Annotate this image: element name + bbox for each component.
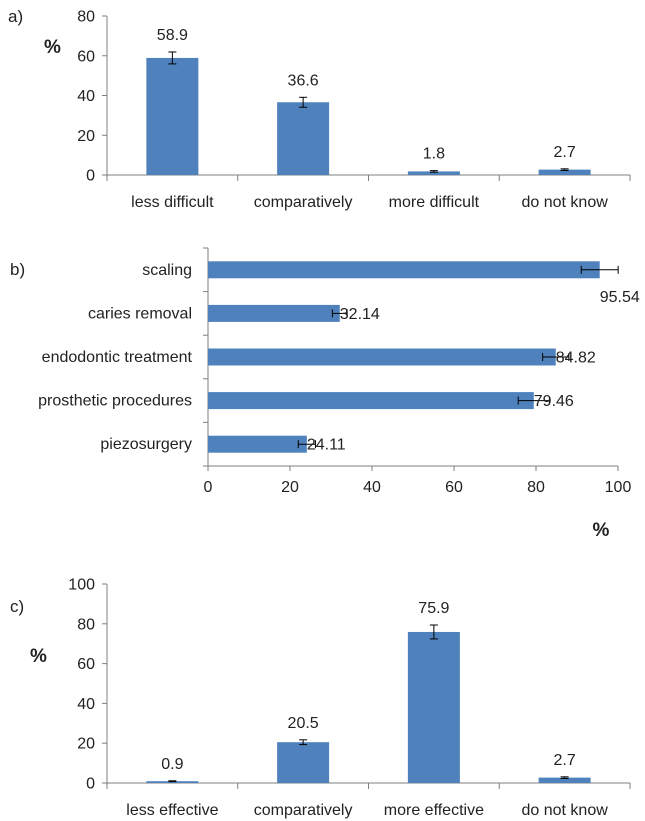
data-label: 24.11 (307, 437, 346, 454)
data-label: 58.9 (157, 27, 188, 44)
data-label: 95.54 (600, 289, 640, 306)
bar (407, 631, 460, 783)
category-label: do not know (521, 802, 608, 819)
bar (277, 102, 330, 175)
panel-label: c) (10, 597, 24, 616)
data-label: 75.9 (418, 600, 449, 617)
y-tick-label: 20 (77, 128, 95, 145)
category-label: more effective (384, 802, 484, 819)
y-tick-label: 0 (86, 168, 95, 185)
x-tick-label: 100 (605, 479, 632, 496)
y-tick-label: 60 (77, 656, 95, 673)
bar (208, 435, 307, 453)
bar (146, 57, 199, 175)
bar (277, 742, 330, 783)
bar (538, 777, 591, 783)
category-label: less effective (126, 802, 218, 819)
bar (208, 261, 600, 279)
y-tick-label: 100 (68, 577, 95, 594)
bar (208, 304, 340, 322)
data-label: 0.9 (161, 756, 183, 773)
x-tick-label: 20 (281, 479, 299, 496)
category-label: piezosurgery (100, 436, 192, 453)
category-label: less difficult (131, 194, 214, 211)
bar (208, 348, 556, 366)
y-tick-label: 0 (86, 776, 95, 793)
data-label: 32.14 (340, 306, 380, 323)
category-label: endodontic treatment (42, 349, 193, 366)
category-label: prosthetic procedures (38, 393, 192, 410)
data-label: 36.6 (288, 72, 319, 89)
x-tick-label: 0 (204, 479, 213, 496)
category-label: caries removal (88, 305, 192, 322)
y-tick-label: 60 (77, 48, 95, 65)
y-tick-label: 20 (77, 736, 95, 753)
bar (208, 392, 534, 410)
x-tick-label: 60 (445, 479, 463, 496)
category-label: comparatively (254, 194, 353, 211)
data-label: 20.5 (288, 715, 319, 732)
y-tick-label: 80 (77, 9, 95, 26)
category-label: do not know (521, 194, 608, 211)
y-tick-label: 40 (77, 88, 95, 105)
y-tick-label: 40 (77, 696, 95, 713)
category-label: scaling (142, 262, 192, 279)
y-tick-label: 80 (77, 616, 95, 633)
x-axis-unit: % (593, 520, 610, 541)
y-axis-unit: % (30, 646, 47, 667)
bar (407, 171, 460, 175)
x-tick-label: 40 (363, 479, 381, 496)
data-label: 84.82 (556, 350, 596, 367)
panel-label: a) (8, 7, 23, 26)
y-axis-unit: % (44, 37, 61, 58)
data-label: 1.8 (423, 146, 445, 163)
panel-label: b) (10, 260, 25, 279)
data-label: 2.7 (554, 144, 576, 161)
category-label: more difficult (389, 194, 480, 211)
data-label: 2.7 (554, 752, 576, 769)
category-label: comparatively (254, 802, 353, 819)
x-tick-label: 80 (527, 479, 545, 496)
bar (538, 169, 591, 175)
data-label: 79.46 (534, 393, 574, 410)
